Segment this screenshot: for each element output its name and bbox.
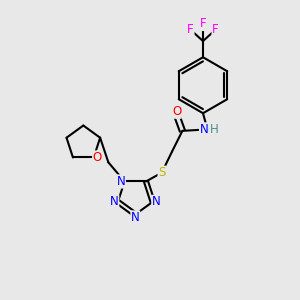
Text: O: O (172, 105, 181, 118)
Text: N: N (117, 175, 125, 188)
Text: O: O (93, 151, 102, 164)
Text: F: F (200, 17, 206, 31)
Text: N: N (131, 211, 140, 224)
Text: N: N (200, 123, 208, 136)
Text: N: N (152, 195, 161, 208)
Text: N: N (110, 195, 119, 208)
Text: H: H (209, 123, 218, 136)
Text: F: F (212, 23, 219, 36)
Text: S: S (158, 166, 166, 179)
Text: F: F (187, 23, 194, 36)
